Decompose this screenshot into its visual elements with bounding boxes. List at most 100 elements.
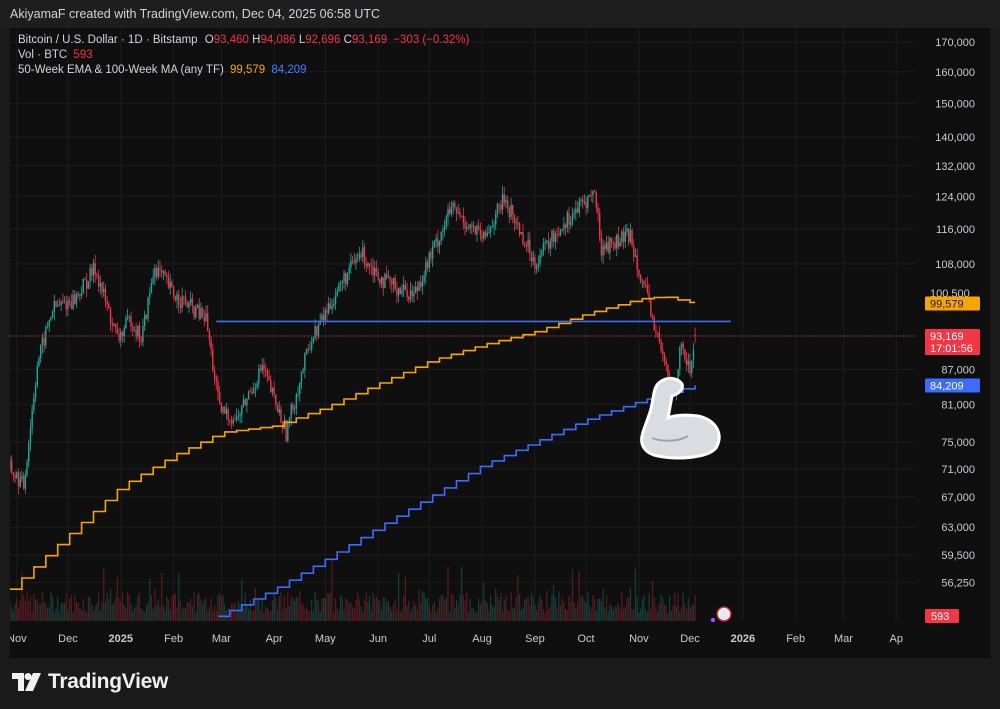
volume-bar xyxy=(466,592,468,621)
candle-body xyxy=(24,474,27,489)
volume-bar xyxy=(23,595,25,621)
volume-bar xyxy=(660,594,662,621)
candle-body xyxy=(513,214,516,224)
candle-body xyxy=(48,320,50,327)
volume-bar xyxy=(593,598,596,621)
volume-bar xyxy=(138,593,141,621)
legend-open: 93,460 xyxy=(213,34,249,46)
volume-bar xyxy=(444,599,446,621)
volume-bar xyxy=(566,610,568,621)
volume-bar xyxy=(326,593,328,621)
price-chart-svg[interactable]: 56,250 59,500 63,000 67,000 71,000 75,000 81,0… xyxy=(10,28,990,658)
candle-body xyxy=(639,274,642,281)
candle-body xyxy=(685,358,688,365)
candle-body xyxy=(401,289,403,294)
x-axis-tick-label: Feb xyxy=(786,633,805,645)
legend-close: 93,169 xyxy=(351,34,388,46)
current-price-tag-text: 17:01:56 xyxy=(930,343,973,355)
candle-body xyxy=(382,277,384,289)
candle-body xyxy=(108,304,110,309)
volume-bar xyxy=(636,596,638,621)
candle-body xyxy=(234,419,236,421)
current-price-tag-text: 93,169 xyxy=(930,331,964,343)
candle-body xyxy=(132,326,134,331)
candle-body xyxy=(157,268,159,277)
candle-body xyxy=(389,277,391,282)
volume-bar xyxy=(622,608,625,621)
candle-body xyxy=(162,271,165,273)
volume-bar xyxy=(382,597,384,621)
candle-body xyxy=(356,258,359,259)
tradingview-logo[interactable]: TradingView xyxy=(12,670,168,694)
candle-body xyxy=(684,349,686,359)
candle-body xyxy=(379,279,381,284)
candle-body xyxy=(106,300,108,305)
candle-body xyxy=(312,337,315,344)
volume-bar xyxy=(99,610,101,621)
volume-bar xyxy=(241,579,243,621)
candle-body xyxy=(656,332,659,334)
volume-bar xyxy=(626,598,628,621)
volume-bar xyxy=(491,605,493,621)
candle-body xyxy=(77,293,79,295)
volume-bar xyxy=(617,603,620,621)
volume-bar xyxy=(312,611,314,621)
candle-body xyxy=(559,230,562,236)
y-axis-tick-label: 87,000 xyxy=(941,365,975,377)
candle-body xyxy=(604,245,606,250)
volume-bar xyxy=(529,604,531,621)
candle-body xyxy=(506,200,509,208)
candle-body xyxy=(472,226,475,228)
volume-bar xyxy=(287,592,289,621)
volume-bar xyxy=(542,609,545,621)
candle-body xyxy=(79,293,81,296)
volume-bar xyxy=(370,610,372,621)
candle-body xyxy=(336,291,338,296)
volume-bar xyxy=(190,599,192,621)
volume-bar xyxy=(621,591,623,621)
candle-body xyxy=(581,199,584,203)
candle-body xyxy=(195,307,197,317)
candle-body xyxy=(384,273,386,289)
candle-body xyxy=(273,387,275,395)
volume-bar xyxy=(324,598,326,621)
volume-bar xyxy=(432,605,434,621)
attribution-text: AkiyamaF created with TradingView.com, D… xyxy=(10,7,381,21)
volume-bar xyxy=(384,597,386,621)
volume-bar xyxy=(334,598,337,621)
chart-pane[interactable]: 56,250 59,500 63,000 67,000 71,000 75,000 81,0… xyxy=(10,28,990,658)
candle-body xyxy=(374,268,376,276)
volume-bar xyxy=(421,591,424,621)
volume-bar xyxy=(294,600,296,621)
volume-bar xyxy=(684,603,686,621)
volume-bar xyxy=(668,595,671,621)
volume-bar xyxy=(275,598,277,621)
volume-bar xyxy=(133,607,136,621)
candle-body xyxy=(123,328,125,337)
candle-body xyxy=(460,215,463,217)
candle-body xyxy=(74,294,76,304)
volume-bar xyxy=(300,603,303,621)
volume-bar xyxy=(447,567,449,621)
volume-bar xyxy=(657,611,659,621)
volume-bar xyxy=(130,603,132,621)
volume-bar xyxy=(142,610,144,621)
candle-body xyxy=(333,303,335,307)
volume-bar xyxy=(45,603,47,621)
legend-high-label: H xyxy=(252,34,261,46)
candle-body xyxy=(643,280,645,285)
legend-open-label: O xyxy=(204,34,214,46)
candle-body xyxy=(278,409,280,413)
candle-body xyxy=(469,224,471,229)
candle-body xyxy=(58,304,61,306)
volume-bar xyxy=(266,608,268,621)
volume-bar xyxy=(512,608,514,621)
candle-body xyxy=(309,349,311,351)
volume-bar xyxy=(144,612,146,621)
candle-body xyxy=(662,350,664,354)
volume-bar xyxy=(481,601,483,621)
candle-body xyxy=(154,267,156,278)
volume-bar xyxy=(675,606,677,621)
candle-body xyxy=(251,391,253,394)
volume-bar xyxy=(111,604,113,621)
